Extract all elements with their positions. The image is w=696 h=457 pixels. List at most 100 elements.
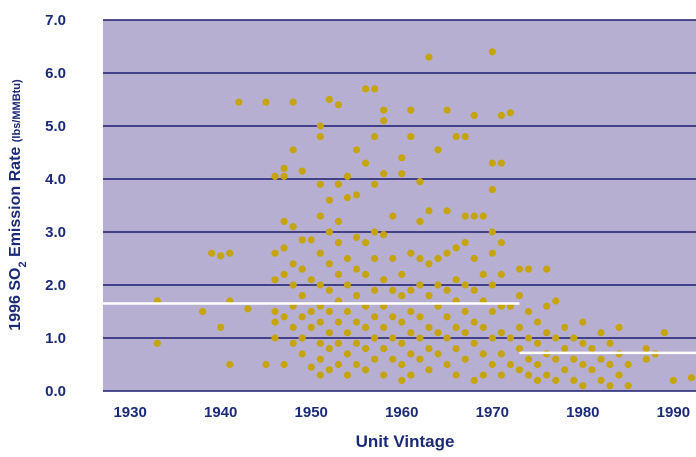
point [334, 217, 342, 225]
point [497, 371, 505, 379]
point [452, 371, 460, 379]
point [407, 350, 415, 358]
point [470, 339, 478, 347]
point [389, 254, 397, 263]
point [470, 286, 478, 294]
point [642, 345, 650, 353]
point [343, 371, 352, 379]
point [352, 360, 361, 369]
point [561, 366, 569, 374]
point [443, 249, 451, 257]
point [443, 313, 451, 321]
point [597, 376, 605, 384]
point [561, 345, 569, 353]
point [615, 371, 623, 379]
point [497, 270, 505, 278]
point [479, 371, 487, 379]
point [398, 154, 406, 162]
point [425, 53, 433, 61]
point [579, 339, 587, 347]
point [307, 276, 315, 284]
point [316, 355, 324, 363]
point [316, 133, 324, 141]
point [660, 329, 668, 337]
point [298, 350, 306, 358]
point [425, 260, 433, 268]
point [398, 339, 406, 347]
point [416, 313, 424, 321]
point [570, 334, 578, 342]
point [371, 133, 379, 141]
point [425, 292, 433, 300]
point [380, 345, 388, 353]
point [588, 345, 596, 353]
point [461, 133, 469, 141]
point [434, 329, 442, 337]
point [398, 376, 406, 384]
point [461, 239, 469, 247]
point [289, 146, 297, 154]
point [389, 313, 397, 321]
point [552, 355, 560, 363]
point [488, 186, 496, 194]
y-label-text: 1996 SO [7, 268, 24, 331]
point [488, 307, 496, 316]
point [316, 339, 324, 347]
point [334, 318, 342, 326]
y-label-text: Emission Rate [7, 142, 24, 261]
point [543, 265, 551, 273]
point [271, 276, 279, 284]
point [461, 355, 469, 363]
point [325, 260, 333, 268]
point [298, 167, 306, 175]
point [271, 318, 279, 326]
point [289, 223, 297, 231]
point [380, 323, 388, 331]
point [280, 244, 288, 252]
y-axis-label: 1996 SO2 Emission Rate (lbs/MMBtu) [7, 79, 29, 331]
point [316, 318, 324, 326]
point [543, 329, 551, 337]
point [479, 350, 487, 358]
point [434, 281, 442, 289]
point [407, 329, 415, 337]
point [506, 109, 515, 117]
point [407, 371, 415, 379]
point [280, 270, 288, 278]
x-tick-label: 1950 [295, 404, 328, 421]
point [407, 106, 415, 114]
point [597, 355, 605, 363]
point [552, 334, 560, 342]
point [271, 334, 279, 342]
point [298, 236, 306, 244]
point [352, 146, 361, 154]
point [153, 339, 161, 347]
point [334, 239, 342, 247]
point [533, 376, 542, 384]
point [543, 371, 551, 379]
point [371, 334, 379, 342]
point [217, 323, 225, 331]
point [470, 376, 478, 384]
point [325, 196, 333, 204]
point [497, 111, 505, 119]
point [497, 329, 505, 337]
plot-area [103, 20, 696, 391]
point [443, 334, 451, 342]
point [398, 270, 406, 278]
point [579, 382, 587, 390]
point [443, 360, 451, 369]
y-tick-label: 7.0 [45, 12, 66, 29]
point [461, 307, 469, 316]
point [298, 265, 306, 273]
point [461, 212, 469, 220]
point [334, 180, 342, 188]
point [380, 117, 388, 125]
point [588, 366, 596, 374]
point [497, 239, 505, 247]
point [488, 249, 496, 257]
x-tick-label: 1940 [204, 404, 237, 421]
point [280, 217, 288, 225]
point [262, 98, 270, 106]
point [343, 281, 352, 289]
